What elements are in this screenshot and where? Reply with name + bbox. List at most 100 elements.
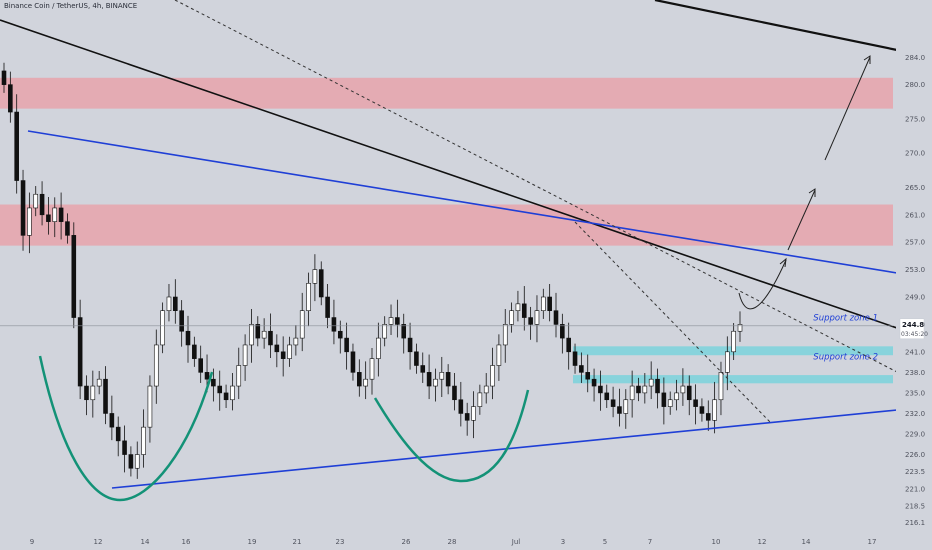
candle-body xyxy=(230,385,235,401)
price-tick-label: 265.0 xyxy=(905,184,925,192)
candle-body xyxy=(579,365,584,373)
candle-body xyxy=(718,372,724,401)
candle-body xyxy=(426,372,432,387)
candle-body xyxy=(369,358,375,380)
price-tick-label: 235.0 xyxy=(905,389,925,397)
candle-body xyxy=(591,378,597,387)
projection-curve xyxy=(738,259,787,310)
target-arrow-1-head xyxy=(808,188,816,197)
candle-body xyxy=(407,337,413,353)
candle-body xyxy=(623,399,629,414)
left-cup-curve xyxy=(38,355,214,502)
candle-body xyxy=(496,344,502,366)
candle-body xyxy=(71,235,77,318)
price-badge-countdown: 03:45:20 xyxy=(901,331,928,338)
price-tick-label: 280.0 xyxy=(905,81,925,89)
resistance-zone-2 xyxy=(0,204,893,246)
candle-body xyxy=(274,344,280,353)
candle-body xyxy=(344,337,349,353)
price-tick-label: 253.0 xyxy=(905,266,925,274)
candle-body xyxy=(147,385,153,428)
candle-body xyxy=(27,207,32,236)
candle-body xyxy=(610,399,616,407)
time-tick-label: 26 xyxy=(402,538,411,546)
candle-body xyxy=(153,344,159,387)
candle-body xyxy=(636,385,641,394)
price-tick-label: 218.5 xyxy=(905,502,925,510)
candle-body xyxy=(433,378,438,387)
candle-body xyxy=(128,454,134,469)
price-tick-label: 284.0 xyxy=(905,54,925,62)
time-tick-label: 14 xyxy=(802,538,811,546)
candle-body xyxy=(122,440,127,455)
candle-body xyxy=(331,317,337,332)
time-tick-label: 7 xyxy=(648,538,652,546)
target-arrow-2 xyxy=(824,56,871,161)
candle-body xyxy=(280,351,286,359)
upper-black-trendline xyxy=(654,0,898,52)
price-tick-label: 229.0 xyxy=(905,431,925,439)
candle-body xyxy=(325,296,330,318)
candle-body xyxy=(712,399,717,421)
price-tick-label: 223.5 xyxy=(905,468,925,476)
candle-body xyxy=(686,385,692,401)
candle-body xyxy=(337,330,343,339)
candle-body xyxy=(693,399,698,407)
candle-body xyxy=(236,365,242,387)
candle-body xyxy=(261,330,267,339)
candle-body xyxy=(515,303,521,312)
candle-body xyxy=(318,269,324,298)
candle-body xyxy=(255,324,261,339)
candle-body xyxy=(198,358,203,373)
support-zone-label: Support zone 1 xyxy=(813,314,878,324)
support-zone-label: Support zone 2 xyxy=(813,353,878,363)
candle-body xyxy=(363,378,368,387)
candle-body xyxy=(699,406,705,414)
candle-body xyxy=(90,385,96,401)
candle-body xyxy=(115,426,121,442)
candle-body xyxy=(211,378,216,387)
time-tick-label: Jul xyxy=(511,538,521,546)
candle-body xyxy=(452,385,457,401)
candle-body xyxy=(648,378,654,387)
candle-body xyxy=(604,392,610,401)
candle-body xyxy=(655,378,660,394)
price-axis[interactable] xyxy=(896,0,932,550)
symbol-title: Binance Coin / TetherUS, 4h, BINANCE xyxy=(4,2,138,10)
candle-body xyxy=(217,385,223,394)
candle-body xyxy=(680,385,686,394)
time-tick-label: 21 xyxy=(293,538,302,546)
price-tick-label: 232.0 xyxy=(905,410,925,418)
candle-body xyxy=(534,310,540,325)
candle-body xyxy=(357,372,362,387)
candle-body xyxy=(667,399,673,407)
price-tick-label: 257.0 xyxy=(905,239,925,247)
time-tick-label: 19 xyxy=(248,538,257,546)
time-tick-label: 17 xyxy=(868,538,877,546)
time-tick-label: 9 xyxy=(30,538,34,546)
price-tick-label: 275.0 xyxy=(905,115,925,123)
right-cup-curve xyxy=(373,389,530,483)
candle-body xyxy=(629,385,635,401)
candle-body xyxy=(39,193,45,216)
candle-body xyxy=(141,426,146,455)
lower-blue-trendline xyxy=(111,409,898,489)
time-tick-label: 12 xyxy=(94,538,103,546)
candle-body xyxy=(185,330,191,346)
candle-body xyxy=(376,337,381,359)
candle-body xyxy=(173,296,178,311)
candle-body xyxy=(502,324,508,346)
candle-body xyxy=(8,84,13,113)
candle-body xyxy=(96,378,102,387)
candle-body xyxy=(420,365,426,373)
candle-body xyxy=(33,193,39,209)
dashed-trendline-short xyxy=(574,221,771,423)
time-tick-label: 5 xyxy=(603,538,607,546)
candle-body xyxy=(674,392,679,401)
price-tick-label: 270.0 xyxy=(905,150,925,158)
price-tick-label: 226.0 xyxy=(905,451,925,459)
candle-body xyxy=(223,392,229,401)
candle-body xyxy=(249,324,254,346)
